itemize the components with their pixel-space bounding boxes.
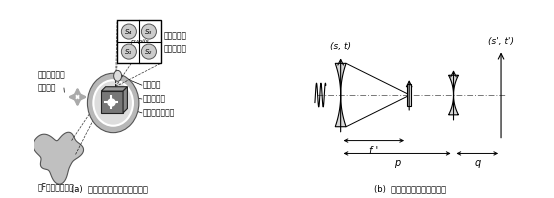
Text: (s, t): (s, t)	[330, 43, 351, 51]
Bar	[117, 20, 161, 63]
Text: (s', t'): (s', t')	[488, 37, 514, 46]
Text: 探测面上的
四个光瞳像: 探测面上的 四个光瞳像	[163, 32, 187, 53]
Text: q: q	[474, 158, 480, 168]
Polygon shape	[335, 63, 346, 127]
Text: (b)  沿光轴方向的截面示意图: (b) 沿光轴方向的截面示意图	[374, 184, 446, 193]
Text: S₃: S₃	[145, 29, 152, 35]
Bar	[407, 84, 412, 106]
Ellipse shape	[114, 70, 121, 81]
Polygon shape	[101, 87, 127, 91]
Ellipse shape	[121, 24, 136, 39]
Text: 点目标的模糊像: 点目标的模糊像	[143, 108, 175, 117]
Text: S₂: S₂	[145, 49, 152, 55]
Ellipse shape	[94, 80, 133, 126]
Text: 金字塔棱镜的
振荡方向: 金字塔棱镜的 振荡方向	[38, 70, 66, 92]
Text: 大F数望远镜系统: 大F数望远镜系统	[37, 182, 74, 191]
Polygon shape	[449, 75, 459, 115]
Text: 中继透镜: 中继透镜	[143, 81, 161, 90]
Text: pupils: pupils	[130, 39, 148, 44]
Text: p: p	[394, 158, 400, 168]
Bar	[101, 91, 123, 113]
Ellipse shape	[141, 44, 156, 59]
Text: S₄: S₄	[125, 29, 132, 35]
Polygon shape	[33, 132, 84, 184]
Text: f ': f '	[370, 146, 378, 156]
Text: S₁: S₁	[125, 49, 132, 55]
Text: 金字塔棱镜: 金字塔棱镜	[143, 94, 166, 104]
Ellipse shape	[141, 24, 156, 39]
Ellipse shape	[88, 73, 139, 133]
Ellipse shape	[121, 44, 136, 59]
Text: (a)  金字塔波前传感光路示意图: (a) 金字塔波前传感光路示意图	[71, 184, 147, 193]
Polygon shape	[123, 87, 127, 113]
